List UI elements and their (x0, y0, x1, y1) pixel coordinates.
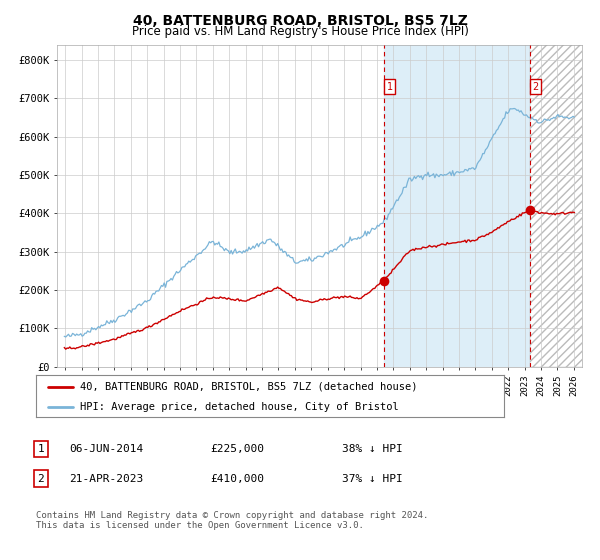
Text: 21-APR-2023: 21-APR-2023 (69, 474, 143, 484)
Text: 37% ↓ HPI: 37% ↓ HPI (342, 474, 403, 484)
Text: 1: 1 (386, 82, 393, 92)
Text: 2: 2 (37, 474, 44, 484)
Text: £410,000: £410,000 (210, 474, 264, 484)
Bar (384, 45, 529, 367)
Text: 40, BATTENBURG ROAD, BRISTOL, BS5 7LZ: 40, BATTENBURG ROAD, BRISTOL, BS5 7LZ (133, 14, 467, 28)
Text: Contains HM Land Registry data © Crown copyright and database right 2024.
This d: Contains HM Land Registry data © Crown c… (36, 511, 428, 530)
Text: £225,000: £225,000 (210, 444, 264, 454)
Text: 2: 2 (532, 82, 538, 92)
Text: 06-JUN-2014: 06-JUN-2014 (69, 444, 143, 454)
Text: 1: 1 (37, 444, 44, 454)
Text: 40, BATTENBURG ROAD, BRISTOL, BS5 7LZ (detached house): 40, BATTENBURG ROAD, BRISTOL, BS5 7LZ (d… (80, 382, 418, 392)
Text: HPI: Average price, detached house, City of Bristol: HPI: Average price, detached house, City… (80, 402, 399, 412)
Text: 38% ↓ HPI: 38% ↓ HPI (342, 444, 403, 454)
Bar (530, 45, 590, 367)
Text: Price paid vs. HM Land Registry's House Price Index (HPI): Price paid vs. HM Land Registry's House … (131, 25, 469, 38)
